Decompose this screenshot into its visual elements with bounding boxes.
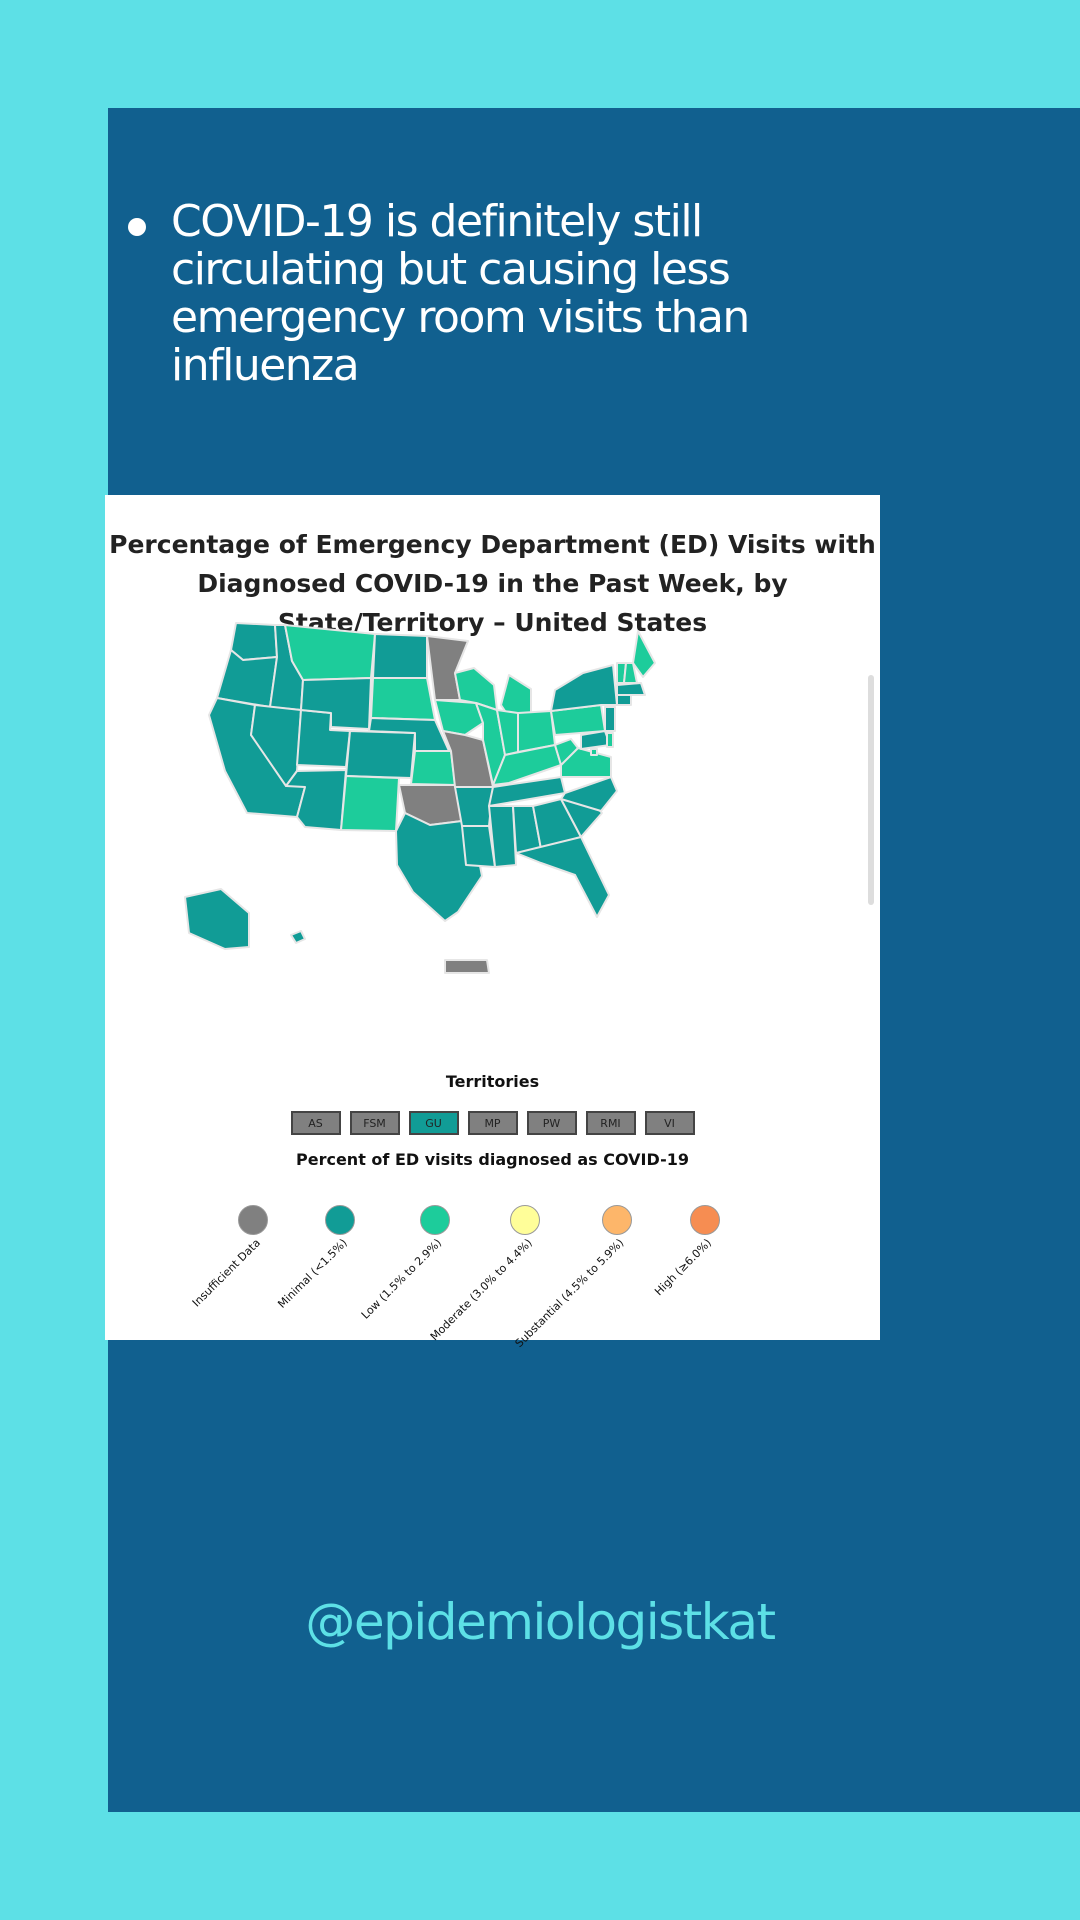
territory-pw[interactable]: PW [526,1111,577,1135]
state-la[interactable] [461,825,496,868]
territory-vi[interactable]: VI [644,1111,695,1135]
legend-label-low: Low (1.5% to 2.9%) [359,1236,445,1322]
legend-item-substantial: Substantial (4.5% to 5.9%) [513,1205,634,1350]
us-state-map [184,622,656,974]
legend-label-insufficient: Insufficient Data [189,1236,263,1310]
state-nj[interactable] [604,706,616,732]
territory-mp[interactable]: MP [467,1111,518,1135]
legend-item-moderate: Moderate (3.0% to 4.4%) [427,1205,542,1343]
state-me[interactable] [632,630,656,678]
state-ky[interactable] [492,744,562,786]
state-shapes [184,622,656,974]
state-md[interactable] [580,730,611,750]
map-card: Percentage of Emergency Department (ED) … [105,495,880,1350]
state-nm[interactable] [340,775,400,832]
legend-label-moderate: Moderate (3.0% to 4.4%) [427,1236,535,1344]
legend-swatch-high [690,1205,720,1235]
territory-gu[interactable]: GU [408,1111,459,1135]
territory-as[interactable]: AS [290,1111,341,1135]
state-de[interactable] [606,732,614,748]
legend-item-high: High (≥6.0%) [653,1205,722,1298]
territories-title: Territories [445,1072,540,1091]
bullet-text: COVID-19 is definitely still circulating… [171,196,750,391]
bullet-point: COVID-19 is definitely still circulating… [128,198,848,390]
scrollbar[interactable] [868,675,874,905]
author-handle: @epidemiologistkat [305,1593,776,1651]
state-mt[interactable] [284,624,376,681]
state-pr[interactable] [444,959,490,974]
state-ma[interactable] [616,682,646,696]
legend-item-low: Low (1.5% to 2.9%) [359,1205,452,1322]
legend-swatch-moderate [510,1205,540,1235]
legend-label-high: High (≥6.0%) [652,1236,715,1299]
state-nd[interactable] [372,633,428,679]
legend-swatch-minimal [325,1205,355,1235]
state-ks[interactable] [410,750,456,786]
state-hi[interactable] [290,930,306,944]
legend-swatch-low [420,1205,450,1235]
bullet-icon [128,218,146,236]
legend-swatch-substantial [602,1205,632,1235]
state-wv[interactable] [554,738,579,766]
state-dc[interactable] [590,748,598,756]
territory-fsm[interactable]: FSM [349,1111,400,1135]
state-nc[interactable] [560,776,618,812]
state-ms[interactable] [488,805,517,868]
legend-item-insufficient: Insufficient Data [189,1205,270,1309]
legend-item-minimal: Minimal (<1.5%) [275,1205,357,1311]
legend-label-substantial: Substantial (4.5% to 5.9%) [512,1236,627,1351]
state-co[interactable] [345,730,416,779]
state-ak[interactable] [184,888,250,950]
state-ct[interactable] [616,694,632,706]
state-tx[interactable] [395,812,483,922]
state-wy[interactable] [300,677,372,730]
state-ny[interactable] [550,664,618,712]
legend-title: Percent of ED visits diagnosed as COVID-… [296,1150,689,1169]
legend-swatch-insufficient [238,1205,268,1235]
state-sd[interactable] [370,677,436,721]
state-fl[interactable] [515,836,610,918]
territory-rmi[interactable]: RMI [585,1111,636,1135]
state-ar[interactable] [454,786,494,827]
legend-label-minimal: Minimal (<1.5%) [274,1236,350,1311]
territories-row: AS FSM GU MP PW RMI VI [105,1111,880,1135]
